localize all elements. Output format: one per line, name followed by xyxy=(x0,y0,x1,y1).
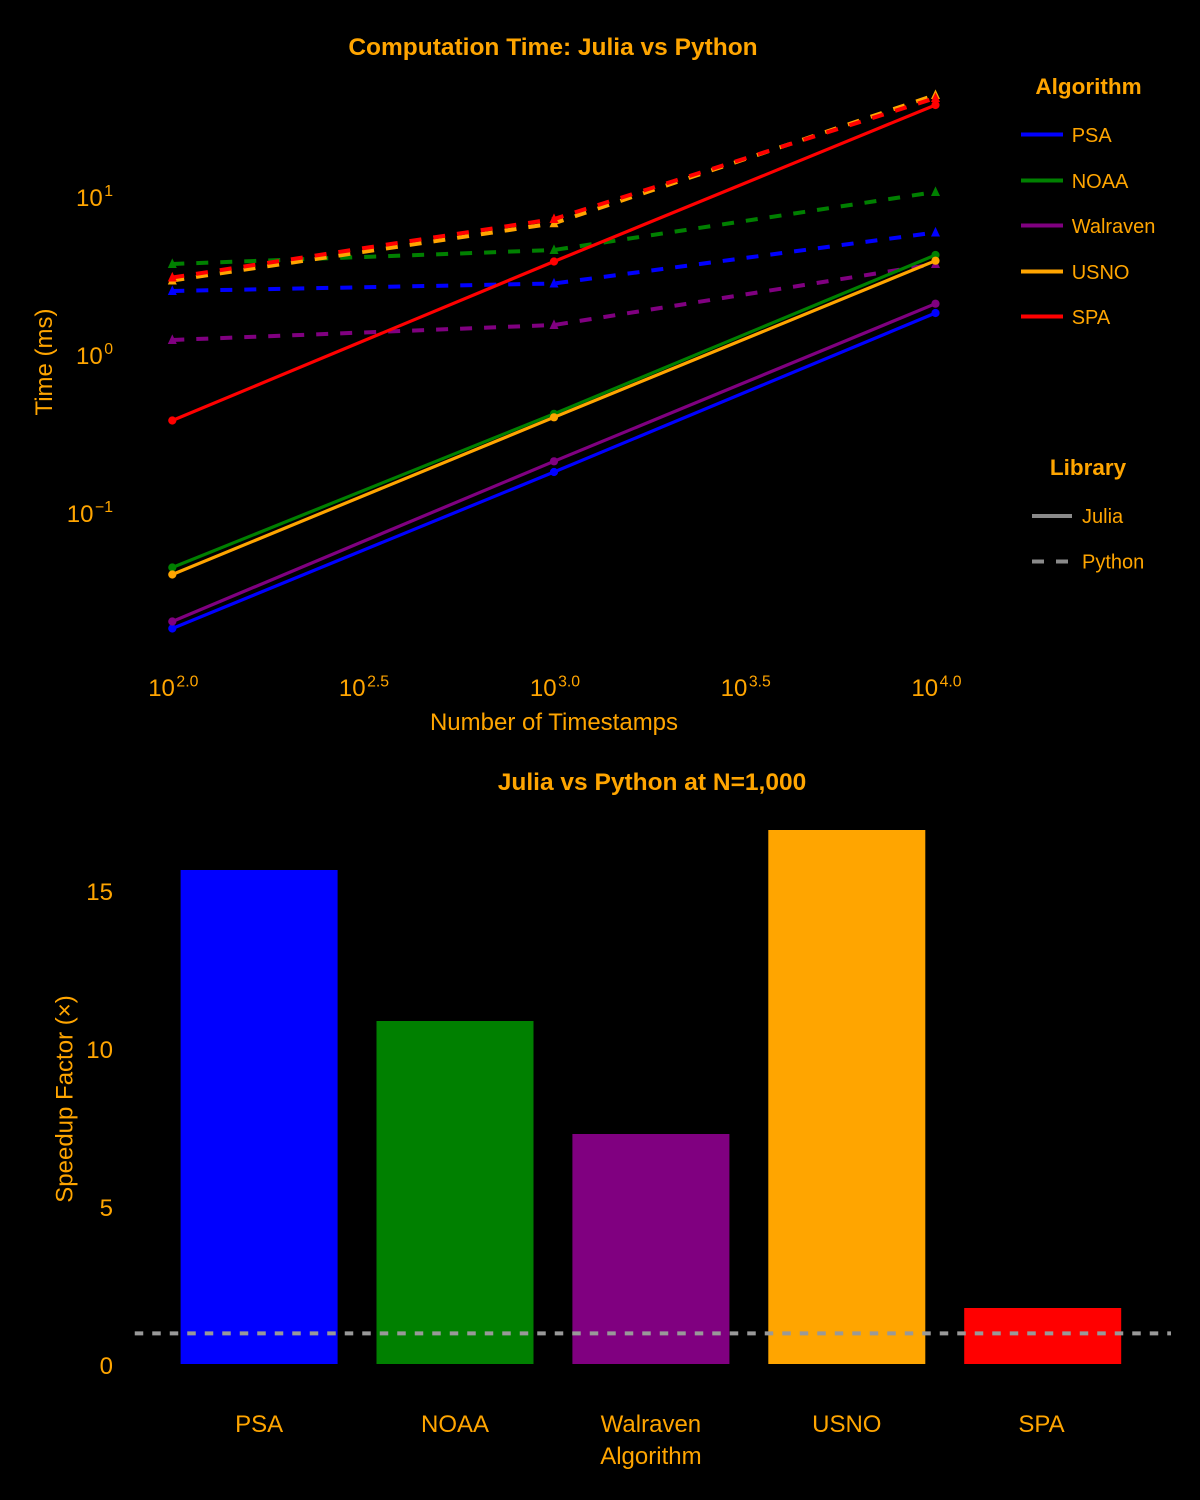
svg-text:Julia vs Python at N=1,000: Julia vs Python at N=1,000 xyxy=(498,769,806,796)
svg-text:Algorithm: Algorithm xyxy=(1035,74,1141,99)
svg-text:USNO: USNO xyxy=(812,1411,881,1438)
svg-text:Julia: Julia xyxy=(1082,506,1124,528)
svg-text:PSA: PSA xyxy=(235,1411,283,1438)
svg-text:100: 100 xyxy=(76,341,113,370)
svg-text:Number of Timestamps: Number of Timestamps xyxy=(430,709,678,736)
svg-text:104.0: 104.0 xyxy=(911,674,961,703)
svg-text:0: 0 xyxy=(100,1353,113,1380)
svg-text:SPA: SPA xyxy=(1018,1411,1064,1438)
svg-text:5: 5 xyxy=(100,1195,113,1222)
svg-text:SPA: SPA xyxy=(1072,307,1111,329)
svg-text:10: 10 xyxy=(86,1037,113,1064)
svg-text:102.0: 102.0 xyxy=(148,674,198,703)
svg-text:Speedup Factor (×): Speedup Factor (×) xyxy=(52,995,79,1202)
svg-text:Time (ms): Time (ms) xyxy=(31,308,58,415)
svg-text:Python: Python xyxy=(1082,552,1144,574)
svg-text:Walraven: Walraven xyxy=(601,1411,701,1438)
svg-text:103.5: 103.5 xyxy=(721,674,771,703)
svg-text:Computation Time: Julia vs Pyt: Computation Time: Julia vs Python xyxy=(348,34,757,61)
svg-text:103.0: 103.0 xyxy=(530,674,580,703)
svg-text:PSA: PSA xyxy=(1072,125,1113,147)
svg-text:USNO: USNO xyxy=(1072,262,1130,284)
svg-text:15: 15 xyxy=(86,879,113,906)
svg-text:NOAA: NOAA xyxy=(1072,171,1129,193)
svg-text:Walraven: Walraven xyxy=(1072,216,1156,238)
svg-text:102.5: 102.5 xyxy=(339,674,389,703)
svg-text:Algorithm: Algorithm xyxy=(600,1443,701,1470)
svg-text:101: 101 xyxy=(76,183,113,212)
svg-text:10−1: 10−1 xyxy=(67,499,113,528)
svg-text:Library: Library xyxy=(1050,455,1127,480)
svg-text:NOAA: NOAA xyxy=(421,1411,489,1438)
